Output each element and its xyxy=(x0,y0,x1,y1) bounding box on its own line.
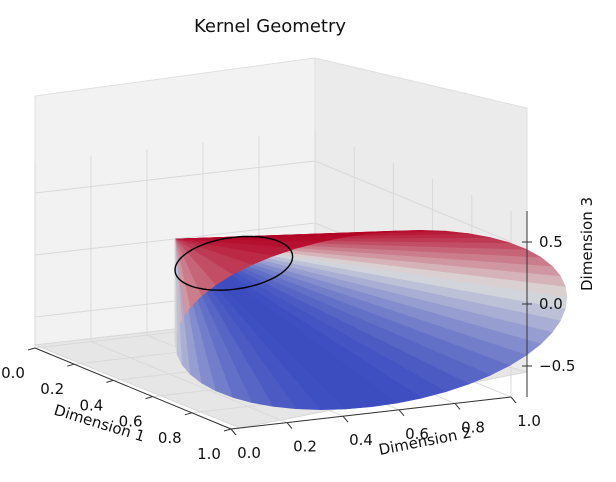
x-tick xyxy=(27,347,36,351)
grid-line-y-floor xyxy=(90,341,288,424)
z-tick-label: 0.5 xyxy=(539,233,563,251)
y-tick-label: 0.6 xyxy=(405,425,429,443)
x-tick xyxy=(223,428,232,432)
y-tick xyxy=(510,396,517,404)
z-tick-label: −0.5 xyxy=(539,357,575,375)
y-tick-label: 0.8 xyxy=(461,418,485,436)
x-tick-label: 0.2 xyxy=(40,380,64,398)
y-tick-label: 0.4 xyxy=(349,431,373,449)
x-axis-line xyxy=(34,347,232,430)
x-tick xyxy=(184,412,192,416)
x-tick-label: 0.0 xyxy=(1,364,25,382)
y-tick-label: 1.0 xyxy=(517,412,541,430)
x-tick-label: 0.4 xyxy=(79,396,103,414)
y-tick xyxy=(398,409,405,417)
axes: 0.0 0.2 0.4 0.6 0.8 1.0 0.0 0.2 0.4 0.6 0.8 1.0 −0.5… xyxy=(1,211,575,463)
x-tick xyxy=(106,379,114,383)
y-axis-line xyxy=(230,396,512,430)
cone-surface xyxy=(174,230,568,410)
z-tick-label: 0.0 xyxy=(539,295,563,313)
y-tick-label: 0.0 xyxy=(237,444,261,462)
y-tick-label: 0.2 xyxy=(293,438,317,456)
grid-line-z-right xyxy=(314,160,512,243)
y-tick xyxy=(230,428,237,436)
y-tick xyxy=(286,422,293,429)
cone-facet xyxy=(174,238,177,354)
circle-curve xyxy=(174,235,294,291)
z-axis-label: Dimension 3 xyxy=(578,197,596,291)
circle-curve-line xyxy=(174,235,294,291)
x-tick-label: 1.0 xyxy=(197,445,221,463)
x-tick xyxy=(67,363,75,367)
x-tick-label: 0.8 xyxy=(158,429,182,447)
chart-title: Kernel Geometry xyxy=(194,16,346,37)
x-tick-label: 0.6 xyxy=(119,413,143,431)
grid-line-z-left xyxy=(34,160,316,194)
y-tick xyxy=(342,415,349,423)
x-tick xyxy=(145,396,153,400)
y-tick xyxy=(454,403,461,410)
